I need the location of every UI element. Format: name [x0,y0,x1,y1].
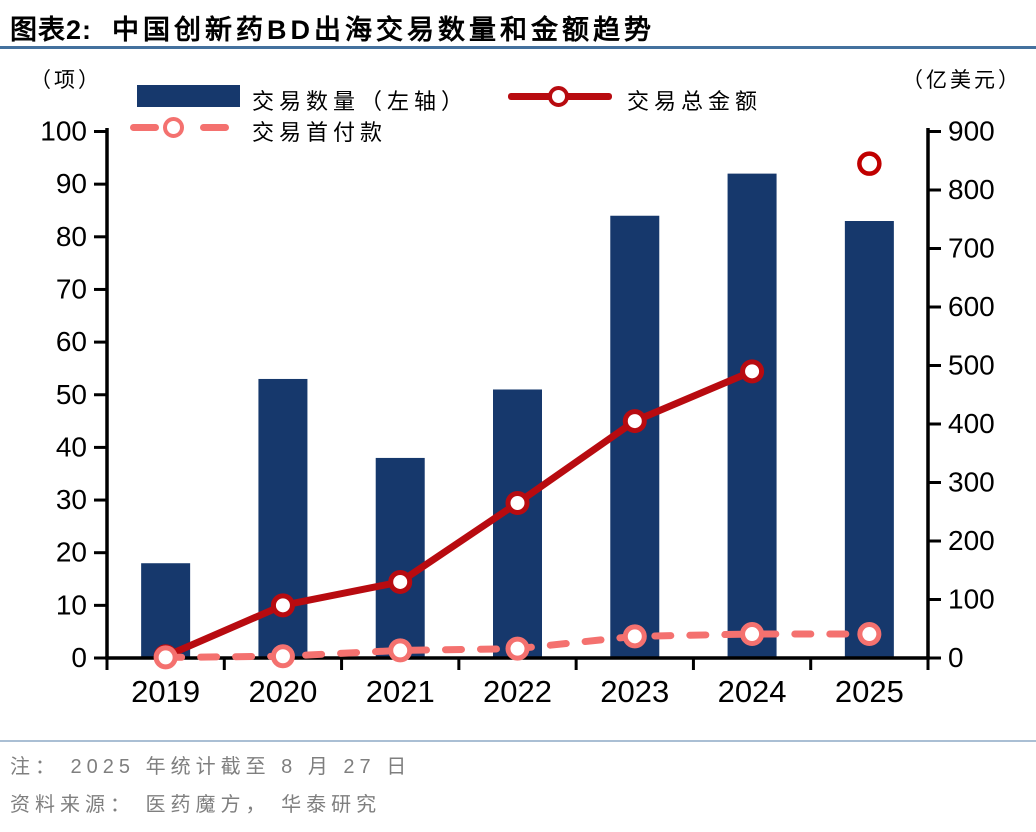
total-amount-marker-2021 [388,569,413,594]
x-tick-label: 2019 [131,674,200,709]
figure-header: 图表2: 中国创新药BD出海交易数量和金额趋势 [10,8,655,47]
figure-title: 中国创新药BD出海交易数量和金额趋势 [112,15,656,45]
right-tick-label: 500 [948,350,995,381]
legend-bar-swatch [137,85,240,107]
left-tick-label: 20 [56,537,87,568]
total-amount-marker-2024 [740,359,765,384]
total-amount-detached-marker-2025 [857,151,882,176]
bar-2022 [493,389,542,658]
legend-label-upfront-payment: 交易首付款 [252,120,388,145]
x-tick-label: 2021 [366,674,435,709]
left-tick-label: 30 [56,484,87,515]
chart-note: 注： 2025 年统计截至 8 月 27 日 [10,756,412,778]
x-tick-label: 2023 [600,674,669,709]
total-amount-marker-2020 [270,593,295,618]
right-tick-label: 800 [948,174,995,205]
bar-2025 [844,221,894,658]
upfront-payment-marker-2021 [388,638,413,663]
bar-2019 [141,563,191,658]
open-circle-marker-icon [548,86,569,107]
open-circle-marker-icon [163,117,184,138]
left-tick-label: 90 [56,168,87,199]
upfront-payment-marker-2022 [505,636,530,661]
right-tick-label: 300 [948,467,995,498]
left-tick-label: 0 [71,642,87,673]
upfront-payment-marker-2020 [270,644,295,669]
left-tick-label: 60 [56,326,87,357]
legend-upfront-dash-swatch [200,124,229,131]
right-tick-label: 900 [948,116,995,147]
left-tick-label: 100 [40,116,87,147]
figure-number: 图表2: [10,15,93,45]
right-tick-label: 0 [948,642,964,673]
total-amount-line [164,368,754,660]
right-tick-label: 400 [948,408,995,439]
upfront-payment-marker-2019 [153,645,178,670]
right-tick-label: 100 [948,584,995,615]
left-axis-unit-label: （项） [30,69,102,92]
right-tick-label: 600 [948,291,995,322]
upfront-payment-marker-2023 [622,624,647,649]
total-amount-marker-2023 [622,409,647,434]
legend-upfront-dash-swatch [130,124,159,131]
x-tick-label: 2024 [718,674,787,709]
title-underline [0,46,1036,49]
chart-source: 资料来源： 医药魔方， 华泰研究 [10,794,382,816]
footer-divider [0,740,1036,742]
left-tick-label: 80 [56,221,87,252]
x-tick-label: 2020 [248,674,317,709]
left-tick-label: 40 [56,431,87,462]
x-tick-label: 2022 [483,674,552,709]
x-tick-label: 2025 [835,674,904,709]
left-tick-label: 50 [56,379,87,410]
total-amount-marker-2022 [505,490,530,515]
bar-2021 [375,457,425,658]
right-tick-label: 200 [948,525,995,556]
upfront-payment-marker-2025 [857,622,882,647]
right-tick-label: 700 [948,233,995,264]
left-tick-label: 10 [56,589,87,620]
left-tick-label: 70 [56,273,87,304]
bar-2023 [610,215,660,659]
bar-2024 [727,173,777,658]
legend-label-total-amount: 交易总金额 [627,89,763,114]
right-axis-unit-label: （亿美元） [902,69,1022,92]
legend-label-deal-count: 交易数量（左轴） [252,89,469,114]
upfront-payment-marker-2024 [740,622,765,647]
